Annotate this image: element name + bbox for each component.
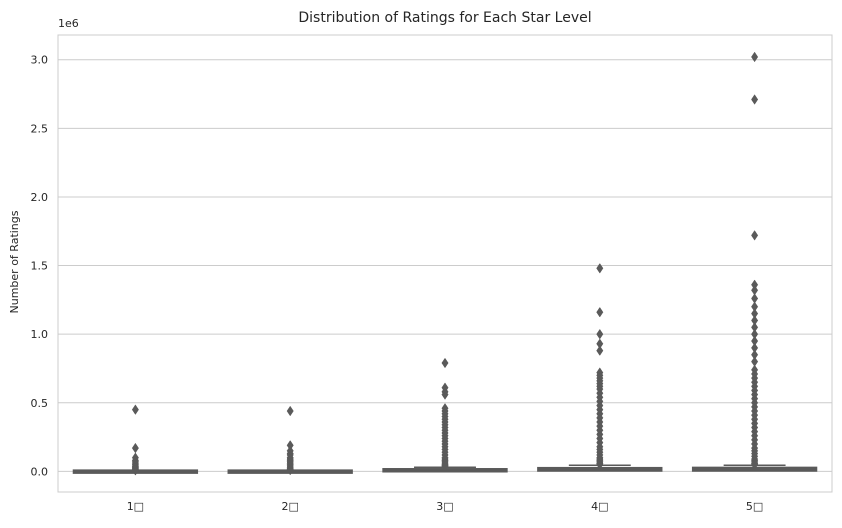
y-tick-label: 1.5: [31, 260, 49, 273]
x-tick-label: 1□: [127, 500, 144, 513]
x-tick-label: 5□: [746, 500, 763, 513]
outlier-point: [751, 94, 759, 105]
outlier-point: [131, 465, 139, 476]
outlier-point: [131, 442, 139, 454]
x-tick-label: 2□: [281, 500, 298, 513]
outlier-point: [286, 405, 294, 417]
box-group: [691, 51, 818, 472]
y-axis-offset-label: 1e6: [58, 17, 79, 30]
box-group: [72, 404, 199, 476]
outlier-point: [286, 464, 294, 476]
outlier-point: [751, 230, 759, 241]
y-tick-label: 2.0: [31, 191, 49, 204]
box-group: [382, 357, 508, 473]
box-group: [227, 405, 353, 476]
y-tick-label: 0.0: [31, 465, 49, 478]
x-tick-label: 3□: [436, 500, 453, 513]
y-tick-label: 2.5: [31, 122, 49, 135]
plot-area-frame: [57, 34, 833, 493]
box-group: [537, 263, 663, 472]
outlier-point: [751, 459, 759, 470]
outlier-point: [596, 328, 604, 340]
y-axis-ticks: 0.0 0.5 1.0 1.5 2.0 2.5 3.0: [31, 54, 49, 479]
outlier-point: [596, 263, 604, 274]
outlier-point: [441, 389, 449, 400]
y-axis-label: Number of Ratings: [8, 210, 21, 313]
y-tick-label: 3.0: [31, 54, 49, 67]
outlier-point: [131, 404, 139, 415]
outlier-point: [596, 459, 604, 470]
outlier-point: [596, 345, 604, 356]
y-tick-label: 0.5: [31, 397, 49, 410]
outlier-point: [441, 357, 449, 369]
outlier-point: [596, 306, 604, 318]
x-tick-label: 4□: [591, 500, 608, 513]
boxes: [72, 51, 818, 476]
grid-lines: [58, 59, 832, 472]
chart-title: Distribution of Ratings for Each Star Le…: [298, 10, 591, 26]
y-tick-label: 1.0: [31, 328, 49, 341]
outlier-point: [751, 51, 759, 63]
outlier-point: [441, 461, 449, 472]
x-axis-ticks: 1□ 2□ 3□ 4□ 5□: [127, 500, 764, 513]
